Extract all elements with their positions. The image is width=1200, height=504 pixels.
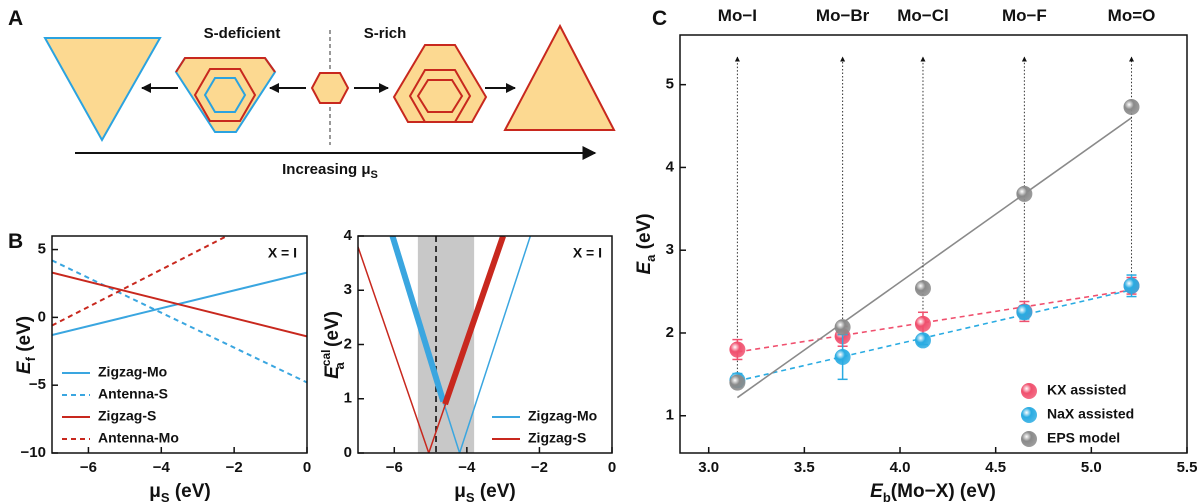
y-tick-label: 2 (666, 324, 674, 341)
x-tick-label: 5.5 (1177, 459, 1198, 476)
y-tick-label: 3 (344, 281, 352, 298)
panel-label: B (8, 230, 23, 253)
line (52, 236, 228, 327)
line (52, 271, 307, 338)
line (737, 289, 1132, 353)
top-label: Mo−F (1002, 6, 1047, 25)
triangle (503, 23, 616, 131)
label: S-deficient (204, 25, 281, 42)
point (914, 280, 931, 297)
x-tick-label: −2 (531, 459, 548, 476)
x-axis-label: Eb(Mo−X) (eV) (870, 481, 996, 504)
y-axis-label: Ef (eV) (14, 316, 38, 374)
legend-label: NaX assisted (1047, 406, 1134, 422)
point (1016, 185, 1033, 202)
point (834, 348, 851, 365)
line (52, 259, 307, 384)
plot-area (736, 117, 1132, 399)
panel-label: A (8, 7, 23, 30)
label: S-rich (364, 25, 407, 42)
plot-area (358, 236, 532, 453)
x-tick-label: 4.0 (890, 459, 911, 476)
y-axis-label: Ecala (eV) (319, 311, 347, 379)
y-tick-label: 1 (666, 407, 674, 424)
point (1016, 304, 1033, 321)
x-tick-label: −6 (80, 459, 97, 476)
point (1123, 99, 1140, 116)
annotation: X = I (573, 245, 602, 261)
line (389, 236, 447, 403)
legend-label: Zigzag-S (98, 408, 156, 424)
legend-label: Zigzag-S (528, 430, 586, 446)
y-tick-label: −5 (29, 376, 46, 393)
y-tick-label: 0 (344, 444, 352, 461)
x-tick-label: −6 (386, 459, 403, 476)
x-axis-label: μS (eV) (454, 481, 515, 504)
x-tick-label: 3.0 (698, 459, 719, 476)
line (737, 289, 1132, 382)
line (736, 117, 1132, 399)
point (834, 319, 851, 336)
hexagon (193, 68, 257, 122)
plot-frame (357, 235, 613, 454)
axis-label: Increasing μS (282, 161, 378, 181)
annotation: X = I (268, 245, 297, 261)
top-label: Mo−I (718, 6, 757, 25)
legend-marker (1021, 407, 1037, 423)
y-tick-label: 2 (344, 335, 352, 352)
y-tick-label: 1 (344, 390, 352, 407)
x-tick-label: 0 (608, 459, 616, 476)
legend-marker (1021, 383, 1037, 399)
legend-label: Zigzag-Mo (528, 408, 597, 424)
hexagon (416, 79, 464, 113)
point (729, 341, 746, 358)
point (914, 315, 931, 332)
y-tick-label: 4 (666, 158, 675, 175)
panel-a: A S-deficient S-rich Increasing μS (8, 7, 616, 181)
x-tick-label: 3.5 (794, 459, 815, 476)
triangle-inverted (43, 37, 162, 143)
hexagon (408, 69, 472, 123)
point (729, 374, 746, 391)
plot-area (52, 236, 307, 384)
x-tick-label: −2 (226, 459, 243, 476)
top-label: Mo−Br (816, 6, 870, 25)
x-axis-label: μS (eV) (149, 481, 210, 504)
line (442, 236, 506, 406)
point (914, 332, 931, 349)
y-tick-label: 5 (38, 241, 46, 258)
top-label: Mo−Cl (897, 6, 948, 25)
point (1123, 277, 1140, 294)
panel-label: C (652, 7, 667, 30)
edge (175, 57, 276, 73)
plot-frame (679, 34, 1188, 454)
legend-label: EPS model (1047, 430, 1120, 446)
y-tick-label: −10 (21, 444, 46, 461)
x-tick-label: 0 (303, 459, 311, 476)
y-tick-label: 5 (666, 76, 674, 93)
plot-frame (51, 235, 308, 454)
truncated-triangle (392, 44, 488, 123)
legend-marker (1021, 431, 1037, 447)
legend-label: KX assisted (1047, 382, 1126, 398)
x-tick-label: −4 (458, 459, 476, 476)
x-tick-label: 5.0 (1081, 459, 1102, 476)
y-tick-label: 3 (666, 241, 674, 258)
y-tick-label: 0 (38, 308, 46, 325)
y-tick-label: 4 (344, 227, 353, 244)
top-label: Mo=O (1108, 6, 1156, 25)
x-tick-label: 4.5 (985, 459, 1006, 476)
legend-label: Zigzag-Mo (98, 364, 167, 380)
x-tick-label: −4 (153, 459, 171, 476)
hexagon-seed (310, 72, 350, 104)
y-axis-label: Ea (eV) (634, 213, 658, 274)
hexagon (203, 77, 247, 113)
legend-label: Antenna-Mo (98, 430, 179, 446)
legend-label: Antenna-S (98, 386, 168, 402)
